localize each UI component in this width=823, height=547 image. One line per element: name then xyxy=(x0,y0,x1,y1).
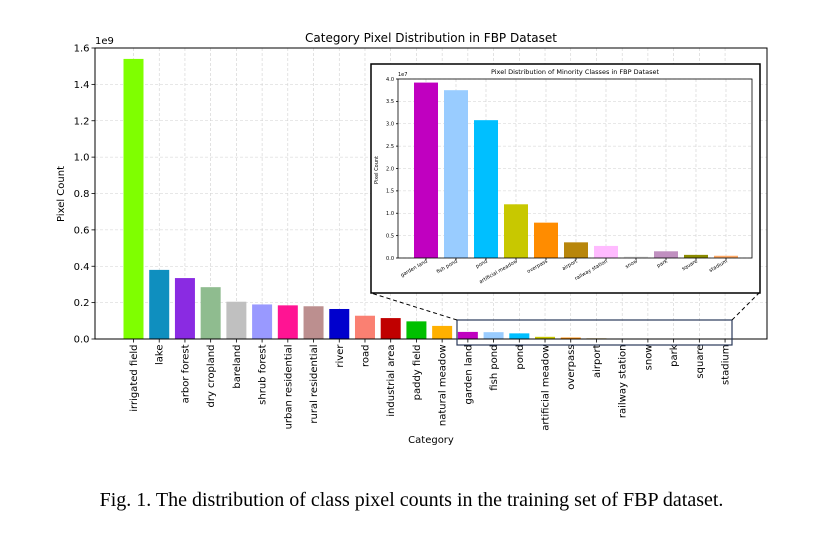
main-y-tick-label: 0.0 xyxy=(74,335,90,346)
inset-offset-text: 1e7 xyxy=(398,72,407,78)
main-bar-pond xyxy=(509,333,530,339)
main-bar-dry-cropland xyxy=(200,287,221,339)
inset-bar-railway-station xyxy=(594,245,618,258)
inset-y-ticks: 0.0 0.5 1.0 1.5 2.0 2.5 3.0 3.5 4.0 xyxy=(386,77,398,262)
main-x-tick-label: railway station xyxy=(618,345,629,419)
main-x-tick-label: irrigated field xyxy=(129,345,140,412)
inset-y-tick-label: 3.0 xyxy=(386,122,394,128)
main-chart-title: Category Pixel Distribution in FBP Datas… xyxy=(305,31,557,45)
main-x-tick-label: rural residential xyxy=(309,345,320,424)
main-x-tick-label: pond xyxy=(515,345,526,370)
inset-chart-title: Pixel Distribution of Minority Classes i… xyxy=(491,68,660,76)
main-bar-irrigated-field xyxy=(123,58,144,339)
main-y-tick-label: 1.4 xyxy=(74,80,90,91)
inset-y-tick-label: 2.5 xyxy=(386,144,394,150)
zoom-connector-right xyxy=(731,292,760,321)
main-x-tick-label: river xyxy=(335,344,346,368)
main-bar-shrub-forest xyxy=(252,304,273,339)
main-bar-natural-meadow xyxy=(432,325,453,339)
main-y-tick-label: 0.8 xyxy=(74,189,90,200)
figure-caption: Fig. 1. The distribution of class pixel … xyxy=(99,489,724,511)
main-y-ticks: 0.0 0.2 0.4 0.6 0.8 1.0 1.2 1.4 1.6 xyxy=(74,44,95,346)
inset-bar-square xyxy=(684,254,708,258)
main-x-tick-label: road xyxy=(360,345,371,368)
inset-bar-park xyxy=(654,251,678,258)
main-x-tick-label: square xyxy=(695,345,706,379)
main-x-tick-label: overpass xyxy=(566,345,577,390)
inset-y-tick-label: 1.0 xyxy=(386,211,394,217)
main-bar-industrial-area xyxy=(380,318,401,339)
main-x-tick-label: snow xyxy=(643,345,654,371)
main-bar-river xyxy=(329,308,350,339)
main-x-tick-label: park xyxy=(669,344,680,367)
zoom-connector-left xyxy=(370,292,458,321)
main-x-tick-label: artificial meadow xyxy=(541,345,552,431)
main-x-tick-label: fish pond xyxy=(489,345,500,391)
main-y-tick-label: 0.2 xyxy=(74,298,90,309)
inset-x-tick-label: pond xyxy=(475,259,489,270)
main-y-axis-label: Pixel Count xyxy=(56,166,67,222)
inset-y-tick-label: 4.0 xyxy=(386,77,394,83)
main-bar-rural-residential xyxy=(303,306,324,339)
main-x-tick-label: arbor forest xyxy=(180,344,191,403)
main-bar-arbor-forest xyxy=(174,278,195,339)
inset-bar-garden-land xyxy=(414,82,438,258)
main-x-tick-label: lake xyxy=(155,345,166,366)
inset-bar-artificial-meadow xyxy=(504,204,528,258)
inset-y-tick-label: 1.5 xyxy=(386,189,394,195)
main-y-tick-label: 1.2 xyxy=(74,116,90,127)
inset-x-tick-label: park xyxy=(656,258,669,269)
inset-y-tick-label: 2.0 xyxy=(386,166,394,172)
inset-bars xyxy=(414,82,738,258)
main-y-tick-label: 1.6 xyxy=(74,44,90,55)
main-bar-fish-pond xyxy=(483,332,504,339)
main-x-tick-label: airport xyxy=(592,344,603,378)
main-x-axis-label: Category xyxy=(408,435,454,446)
pixel-distribution-chart: 0.0 0.2 0.4 0.6 0.8 1.0 1.2 1.4 1.6 irrigated fi… xyxy=(56,31,768,446)
main-offset-text: 1e9 xyxy=(95,36,114,47)
inset-y-tick-label: 0.0 xyxy=(386,256,394,262)
main-bar-paddy-field xyxy=(406,321,427,339)
main-x-ticks: irrigated field lake arbor forest dry cropl… xyxy=(129,339,732,431)
main-x-tick-label: garden land xyxy=(463,345,474,405)
main-y-tick-label: 0.6 xyxy=(74,225,90,236)
inset-bar-pond xyxy=(474,120,498,258)
main-bar-overpass xyxy=(560,337,581,339)
main-bar-bareland xyxy=(226,301,247,339)
main-bar-urban-residential xyxy=(277,305,298,339)
main-x-tick-label: shrub forest xyxy=(258,344,269,404)
inset-bar-airport xyxy=(564,242,588,258)
main-bar-garden-land xyxy=(457,331,478,339)
main-x-tick-label: urban residential xyxy=(283,345,294,430)
main-bar-artificial-meadow xyxy=(535,336,556,339)
inset-bar-fish-pond xyxy=(444,90,468,258)
inset-y-tick-label: 3.5 xyxy=(386,99,394,105)
main-y-tick-label: 1.0 xyxy=(74,153,90,164)
main-x-tick-label: bareland xyxy=(232,345,243,389)
inset-bar-stadium xyxy=(714,255,738,258)
main-bar-road xyxy=(354,315,375,339)
main-x-tick-label: dry cropland xyxy=(206,345,217,408)
main-x-tick-label: industrial area xyxy=(386,345,397,417)
zoom-region-box xyxy=(456,319,733,346)
main-bar-lake xyxy=(149,269,170,339)
main-y-tick-label: 0.4 xyxy=(74,262,90,273)
main-x-tick-label: natural meadow xyxy=(438,345,449,427)
main-bars xyxy=(123,58,736,340)
inset-x-tick-label: snow xyxy=(625,259,639,271)
inset-bar-snow xyxy=(624,256,648,258)
main-x-tick-label: stadium xyxy=(721,345,732,385)
inset-bar-overpass xyxy=(534,222,558,258)
inset-y-axis-label: Pixel Count xyxy=(374,156,380,184)
inset-y-tick-label: 0.5 xyxy=(386,233,394,239)
main-x-tick-label: paddy field xyxy=(412,345,423,401)
